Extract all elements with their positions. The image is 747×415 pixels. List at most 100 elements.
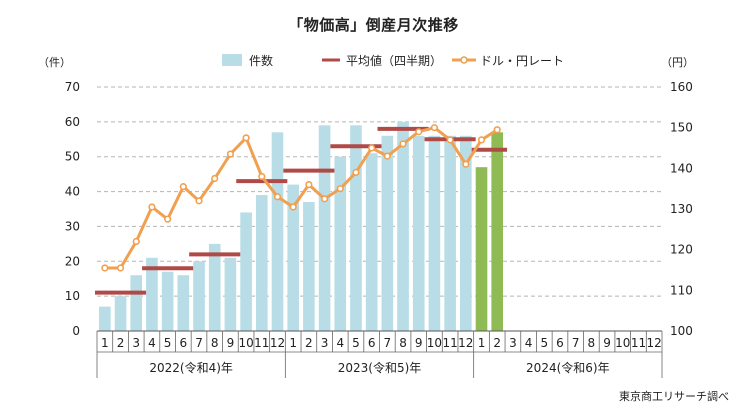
left-tick-label: 20 [65, 254, 80, 268]
fx-rate-point [211, 174, 219, 183]
fx-rate-point [446, 136, 454, 144]
bar [193, 261, 205, 331]
bar [475, 167, 488, 331]
fx-rate-point [179, 183, 187, 191]
chart-title: 「物価高」倒産月次推移 [288, 16, 459, 34]
month-label: 8 [211, 336, 219, 350]
month-label: 4 [336, 336, 344, 350]
bar [318, 125, 331, 331]
bar [99, 306, 111, 331]
bar [224, 257, 237, 331]
month-label: 5 [164, 336, 172, 350]
month-label: 6 [368, 336, 376, 350]
month-label: 12 [270, 336, 285, 350]
bar [303, 202, 315, 331]
month-label: 10 [238, 336, 253, 350]
month-label: 2 [493, 336, 501, 350]
right-axis-unit: （円） [661, 56, 694, 69]
fx-rate-point [399, 140, 407, 148]
legend-bar-swatch [222, 54, 242, 66]
fx-rate-point [383, 152, 391, 160]
month-label: 10 [427, 336, 442, 350]
right-tick-label: 100 [670, 324, 693, 338]
month-label: 7 [384, 336, 392, 350]
bar [350, 125, 362, 331]
fx-rate-point [164, 215, 172, 223]
bar [255, 195, 268, 331]
month-label: 1 [101, 336, 109, 350]
left-tick-label: 0 [72, 324, 80, 338]
left-tick-label: 40 [65, 185, 80, 199]
left-axis-unit: （件） [38, 56, 71, 69]
bar [177, 275, 190, 331]
right-tick-label: 160 [670, 80, 693, 94]
bar [381, 135, 394, 331]
axis-units: （件） （円） [38, 56, 694, 69]
bar [287, 184, 299, 331]
fx-rate-point [493, 126, 501, 134]
left-tick-label: 10 [65, 289, 80, 303]
gridlines [97, 86, 662, 297]
fx-rate-point [368, 144, 376, 152]
fx-rate-series [101, 124, 501, 272]
fx-rate-point [462, 160, 470, 168]
month-label: 4 [148, 336, 156, 350]
left-axis: 0 10 20 30 40 50 60 70 [65, 80, 80, 338]
legend-bar-label: 件数 [249, 53, 273, 68]
fx-rate-point [477, 136, 486, 144]
bar [130, 275, 143, 331]
bar [412, 135, 425, 331]
fx-rate-point [289, 203, 297, 211]
fx-rate-point [116, 264, 125, 272]
legend: 件数 平均値（四半期） ドル・円レート [222, 53, 564, 68]
bar [444, 135, 456, 331]
month-label: 5 [540, 336, 548, 350]
bar [271, 132, 284, 331]
bar [114, 296, 127, 331]
left-tick-label: 50 [65, 150, 80, 164]
month-label: 9 [415, 336, 423, 350]
right-tick-label: 130 [670, 202, 693, 216]
right-tick-label: 120 [670, 243, 693, 257]
bar [146, 257, 158, 331]
month-label: 1 [478, 336, 486, 350]
fx-rate-point [352, 168, 360, 176]
month-label: 6 [179, 336, 187, 350]
fx-rate-point [101, 264, 109, 272]
x-axis: 1 2 3 4 5 6 7 8 9 10 11 12 1 2 3 4 5 6 7 8 9 10 11 12 1 2 3 4 5 6 7 8 9 1… [96, 330, 663, 378]
month-label: 5 [352, 336, 360, 350]
bar-series [99, 121, 504, 331]
fx-rate-point [148, 203, 156, 211]
month-label: 2 [305, 336, 313, 350]
month-label: 11 [442, 336, 457, 350]
month-label: 8 [399, 336, 407, 350]
right-tick-label: 110 [670, 283, 693, 297]
fx-rate-point [226, 150, 235, 158]
month-label: 7 [195, 336, 203, 350]
fx-rate-point [305, 181, 313, 189]
source-note: 東京商工リサーチ調べ [619, 390, 729, 403]
month-label: 12 [458, 336, 473, 350]
bar [240, 212, 252, 331]
month-label: 6 [556, 336, 564, 350]
bar [161, 271, 174, 331]
month-label: 9 [227, 336, 235, 350]
fx-rate-point [258, 172, 266, 181]
bar [365, 153, 378, 331]
month-label: 11 [631, 336, 646, 350]
fx-rate-point [132, 237, 140, 246]
month-label: 7 [572, 336, 580, 350]
fx-rate-point [430, 124, 439, 132]
month-label: 3 [132, 336, 140, 350]
right-tick-label: 140 [670, 161, 693, 175]
month-label: 12 [647, 336, 662, 350]
month-label: 1 [289, 336, 297, 350]
month-label: 3 [321, 336, 329, 350]
fx-rate-point [415, 128, 423, 136]
fx-rate-point [195, 197, 203, 205]
month-label: 4 [525, 336, 533, 350]
fx-rate-point [273, 193, 282, 201]
bar [397, 121, 409, 331]
year-label: 2022(令和4)年 [149, 360, 233, 375]
